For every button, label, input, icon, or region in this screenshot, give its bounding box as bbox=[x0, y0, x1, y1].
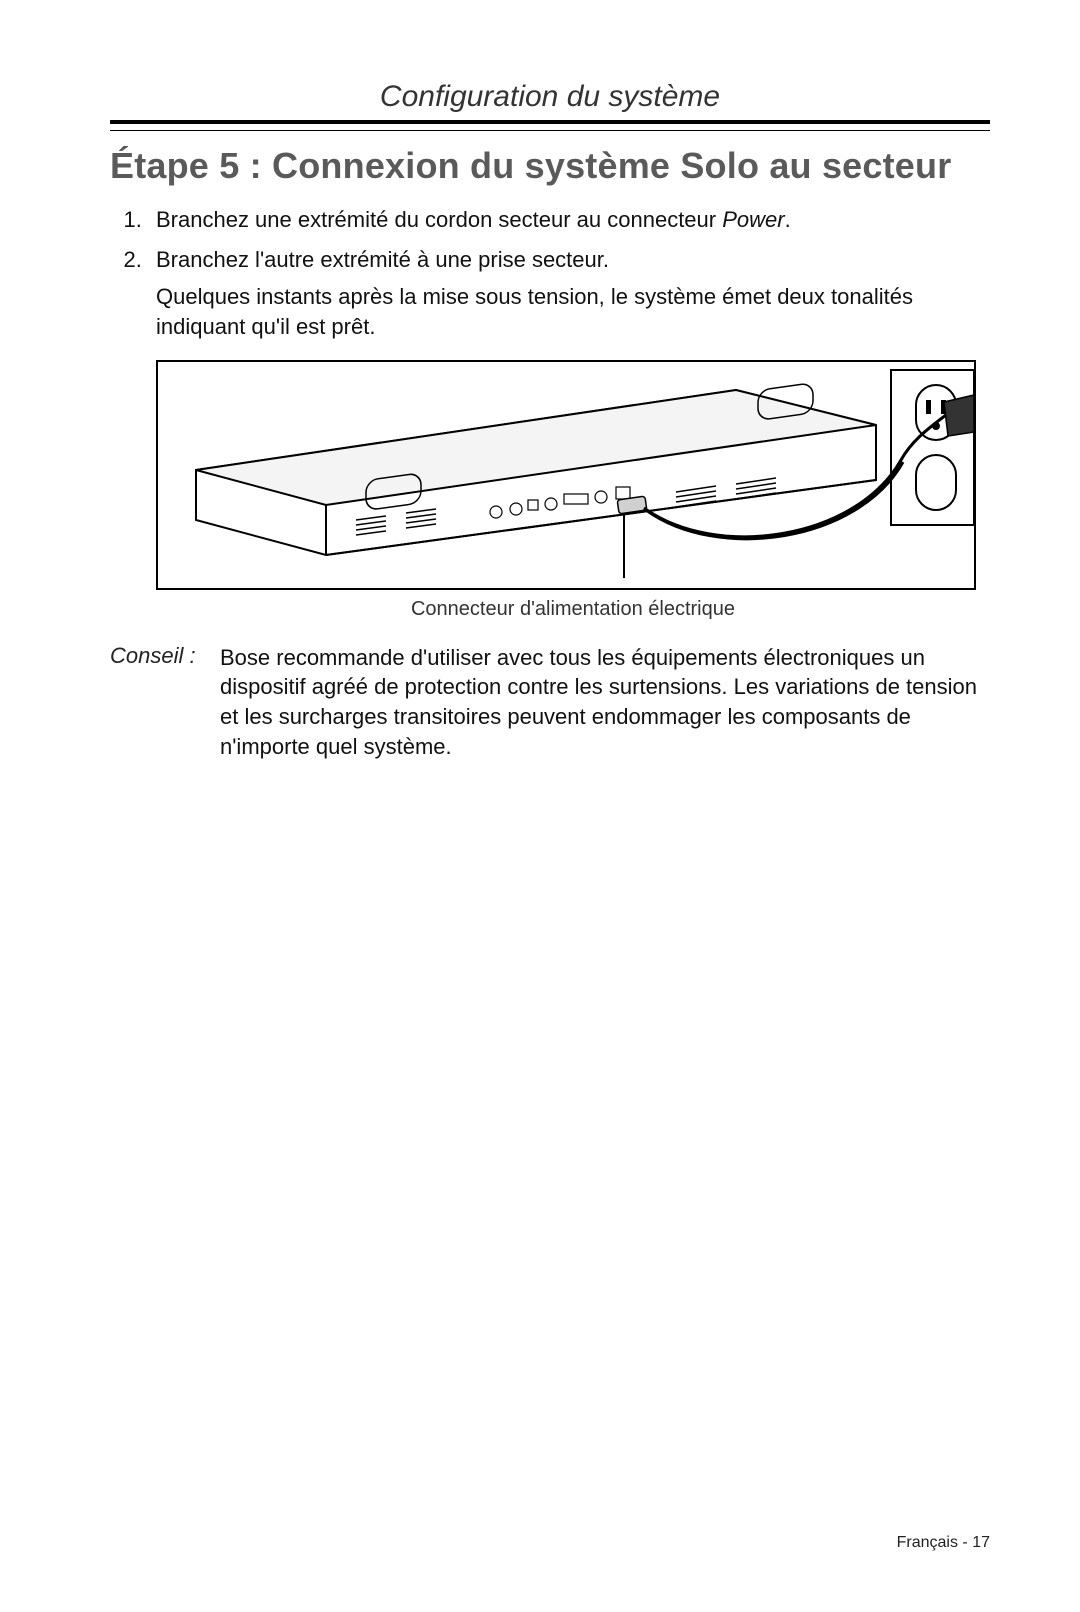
tip-body: Bose recommande d'utiliser avec tous les… bbox=[220, 643, 990, 762]
step-item: Branchez une extrémité du cordon secteur… bbox=[148, 205, 990, 235]
section-header: Configuration du système bbox=[110, 80, 990, 120]
divider-thin bbox=[110, 130, 990, 131]
page-footer: Français - 17 bbox=[897, 1534, 990, 1552]
figure-caption: Connecteur d'alimentation électrique bbox=[156, 598, 990, 621]
step-text: Branchez l'autre extrémité à une prise s… bbox=[156, 247, 609, 272]
step-italic: Power bbox=[722, 207, 784, 232]
divider-thick bbox=[110, 120, 990, 124]
step-text: Branchez une extrémité du cordon secteur… bbox=[156, 207, 722, 232]
manual-page: Configuration du système Étape 5 : Conne… bbox=[0, 0, 1080, 1612]
steps-list: Branchez une extrémité du cordon secteur… bbox=[110, 205, 990, 342]
step-note: Quelques instants après la mise sous ten… bbox=[156, 282, 990, 341]
tip-label: Conseil : bbox=[110, 643, 220, 669]
figure-frame bbox=[156, 360, 976, 590]
step-text-suffix: . bbox=[785, 207, 791, 232]
page-title: Étape 5 : Connexion du système Solo au s… bbox=[110, 145, 990, 187]
tip-block: Conseil : Bose recommande d'utiliser ave… bbox=[110, 643, 990, 762]
step-item: Branchez l'autre extrémité à une prise s… bbox=[148, 245, 990, 342]
figure: Connecteur d'alimentation électrique bbox=[156, 360, 990, 621]
power-connection-illustration bbox=[156, 360, 976, 590]
wall-outlet-icon bbox=[891, 370, 974, 525]
